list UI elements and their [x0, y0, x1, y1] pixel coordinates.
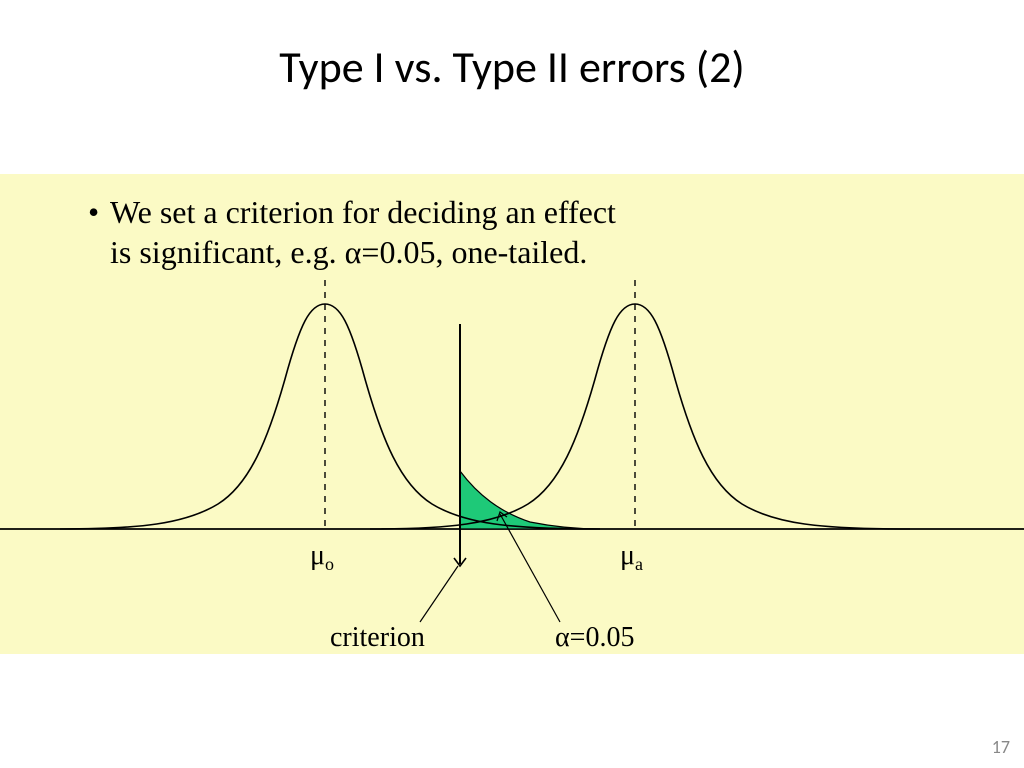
bullet-dot: • [88, 192, 99, 232]
bullet-line-2: is significant, e.g. α=0.05, one-tailed. [110, 234, 587, 270]
slide-title: Type I vs. Type II errors (2) [0, 0, 1024, 174]
page-number: 17 [992, 736, 1010, 758]
bullet-line-1: We set a criterion for deciding an effec… [110, 194, 616, 230]
criterion-label: criterion [330, 622, 425, 653]
alpha-label: α=0.05 [555, 622, 634, 653]
bullet-text: • We set a criterion for deciding an eff… [110, 192, 616, 272]
diagram-panel: • We set a criterion for deciding an eff… [0, 174, 1024, 654]
